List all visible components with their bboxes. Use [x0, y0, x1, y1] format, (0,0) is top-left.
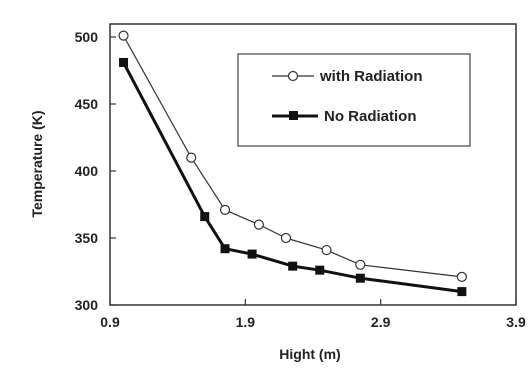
- data-point-no-radiation: [247, 249, 257, 259]
- data-point-with-radiation: [253, 219, 264, 230]
- y-tick-label: 400: [75, 163, 99, 179]
- data-point-with-radiation: [355, 259, 366, 270]
- legend-label-with-radiation: with Radiation: [319, 68, 423, 85]
- legend: with Radiation No Radiation: [237, 53, 471, 147]
- data-point-no-radiation: [220, 244, 230, 254]
- data-point-no-radiation: [200, 212, 210, 222]
- y-tick-label: 300: [75, 297, 99, 313]
- legend-marker-no-radiation: [289, 111, 298, 120]
- data-point-with-radiation: [186, 152, 197, 163]
- data-point-with-radiation: [456, 271, 467, 282]
- data-point-no-radiation: [457, 287, 467, 297]
- data-point-with-radiation: [280, 232, 292, 244]
- data-point-no-radiation: [315, 265, 325, 275]
- data-point-with-radiation: [219, 204, 231, 215]
- data-point-no-radiation: [355, 273, 365, 283]
- x-tick-label: 2.9: [371, 314, 391, 330]
- y-axis-title: Temperature (K): [29, 110, 45, 217]
- series-line-no-radiation: [122, 61, 463, 294]
- legend-label-no-radiation: No Radiation: [324, 108, 417, 125]
- y-tick-label: 350: [75, 230, 99, 246]
- legend-marker-with-radiation: [287, 70, 299, 82]
- data-point-no-radiation: [119, 57, 129, 67]
- x-tick-label: 1.9: [236, 314, 256, 330]
- x-tick-label: 3.9: [506, 314, 526, 330]
- x-axis-ticks: 0.9 1.9 2.9 3.9: [100, 299, 526, 330]
- data-point-with-radiation: [118, 30, 129, 41]
- legend-box: [237, 53, 471, 147]
- series-layer: [118, 30, 467, 297]
- x-axis-title: Hight (m): [279, 346, 340, 362]
- series-line-with-radiation: [122, 35, 462, 278]
- data-point-no-radiation: [288, 261, 298, 271]
- data-point-with-radiation: [321, 244, 332, 256]
- x-tick-label: 0.9: [100, 314, 120, 330]
- plot-frame: [109, 23, 517, 306]
- y-axis-ticks: 300 350 400 450 500: [75, 29, 116, 313]
- y-tick-label: 500: [75, 29, 99, 45]
- y-tick-label: 450: [75, 96, 99, 112]
